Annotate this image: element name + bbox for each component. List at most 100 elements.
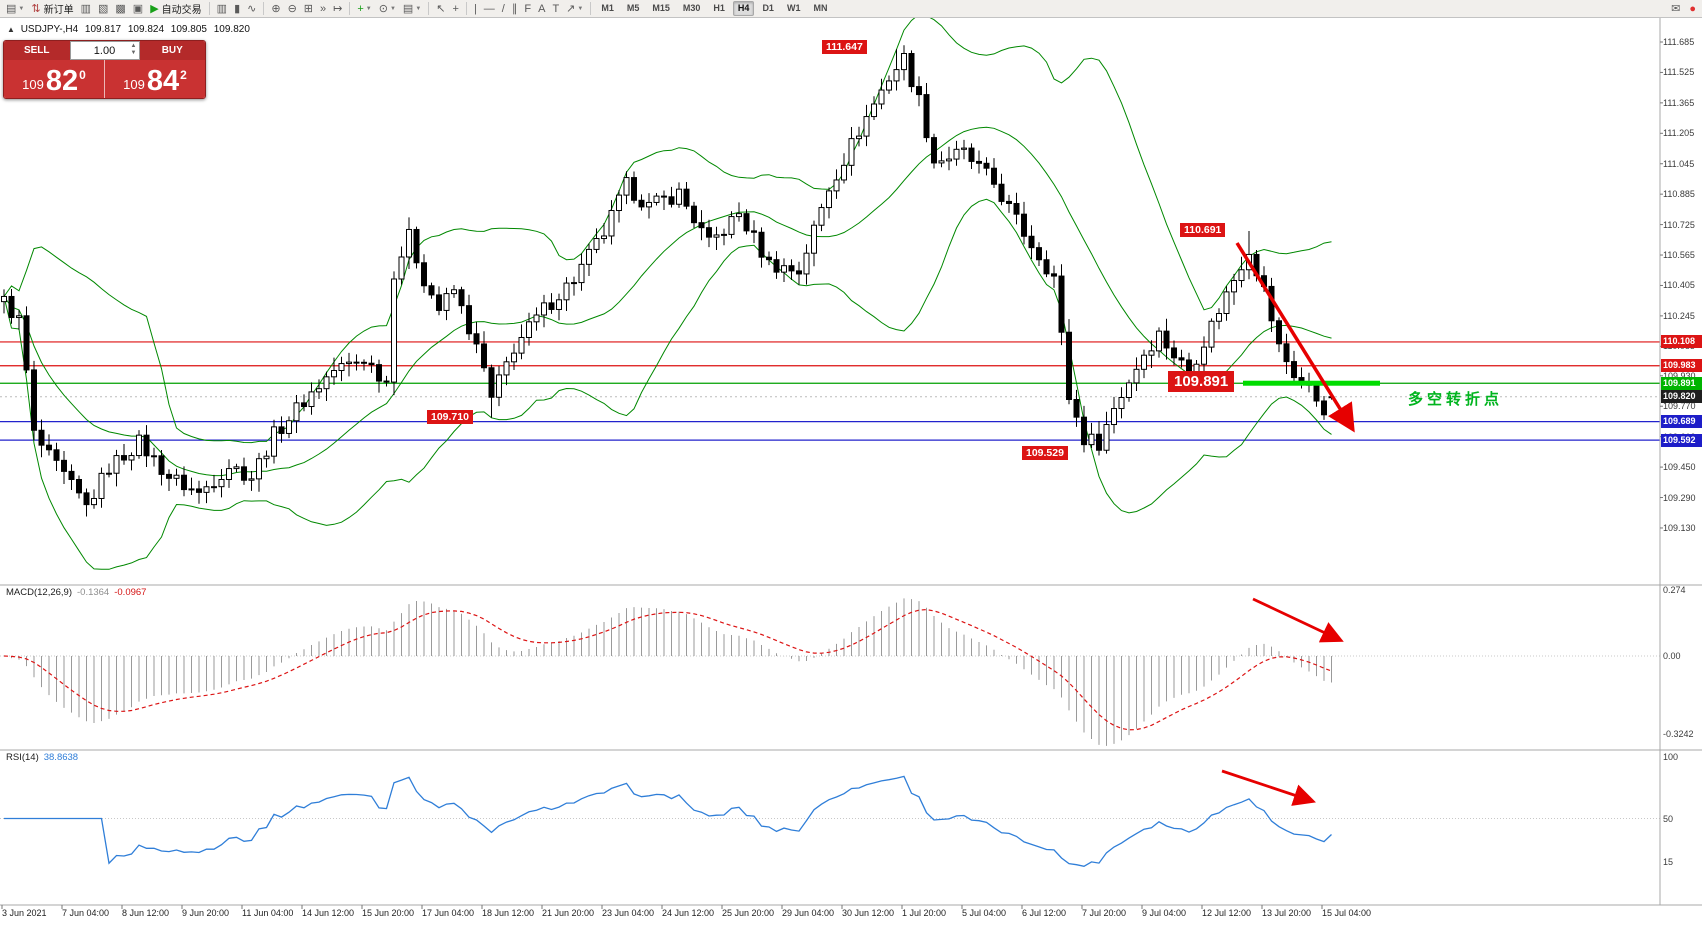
chevron-down-icon: ▼ — [389, 5, 396, 12]
bar-chart-icon[interactable]: ▥ — [214, 1, 230, 17]
bollinger-lower — [3, 198, 1332, 570]
fibonacci-icon: F — [524, 2, 532, 15]
timeframe-h4[interactable]: H4 — [732, 1, 755, 16]
panel-splitter[interactable] — [0, 583, 1702, 588]
alerts-icon[interactable]: ● — [1686, 1, 1699, 17]
channel-icon[interactable]: ∥ — [509, 1, 521, 17]
chevron-down-icon: ▼ — [18, 5, 25, 12]
auto-scroll-icon[interactable]: » — [317, 1, 329, 17]
price-axis[interactable] — [1660, 18, 1702, 905]
autotrading-button: ▶ — [150, 2, 159, 15]
time-axis[interactable] — [0, 905, 1660, 925]
alerts-icon: ● — [1689, 2, 1696, 15]
timeframe-w1[interactable]: W1 — [786, 3, 801, 13]
volume-input[interactable]: 1.00 ▲ ▼ — [69, 41, 140, 60]
timeframe-m5[interactable]: M5 — [626, 3, 640, 13]
cursor-icon[interactable]: ↖ — [433, 1, 448, 17]
data-window-icon: ▧ — [97, 2, 109, 15]
line-chart-icon[interactable]: ∿ — [244, 1, 259, 17]
arrows-tool-icon[interactable]: ↗ ▼ — [563, 1, 586, 17]
templates-icon[interactable]: ▤ ▼ — [400, 1, 424, 17]
main-down-arrow[interactable] — [1235, 242, 1355, 433]
volume-spinner[interactable]: ▲ ▼ — [130, 43, 137, 56]
timeframe-m1[interactable]: M1 — [601, 3, 614, 13]
channel-icon: ∥ — [511, 2, 518, 15]
candlestick-chart-icon: ▮ — [234, 2, 241, 15]
bar-chart-icon: ▥ — [216, 2, 228, 15]
periods-icon[interactable]: ⊙ ▼ — [376, 1, 399, 17]
zoom-in-icon[interactable]: ⊕ — [268, 1, 283, 17]
text-icon: A — [538, 2, 546, 15]
line-chart-icon: ∿ — [247, 2, 257, 15]
toolbar-separator — [590, 2, 592, 15]
market-watch-icon[interactable]: ▥ — [78, 1, 94, 17]
periods-icon: ⊙ — [378, 2, 388, 15]
buy-button[interactable]: BUY — [139, 41, 205, 60]
fibonacci-icon[interactable]: F — [521, 1, 534, 17]
macd-down-arrow[interactable] — [1252, 597, 1344, 643]
chart-shift-icon[interactable]: ↦ — [330, 1, 345, 17]
timeframe-m15[interactable]: M15 — [652, 3, 670, 13]
label-icon: T — [552, 2, 560, 15]
horizontal-line-icon: — — [483, 2, 495, 15]
toolbar-separator — [263, 2, 265, 15]
one-click-trading-panel[interactable]: SELL 1.00 ▲ ▼ BUY 109 82 0 109 84 2 — [3, 40, 206, 99]
trendline-icon[interactable]: / — [499, 1, 508, 17]
macd-signal-line — [3, 608, 1332, 731]
candles — [1, 45, 1335, 517]
arrows-tool-icon: ↗ — [566, 2, 576, 15]
text-icon[interactable]: A — [535, 1, 548, 17]
timeframe-h1[interactable]: H1 — [713, 3, 725, 13]
sell-button[interactable]: SELL — [4, 41, 70, 60]
toolbar-separator — [208, 2, 210, 15]
chevron-down-icon: ▼ — [415, 5, 422, 12]
turning-point-segment[interactable] — [1243, 380, 1380, 386]
chevron-down-icon: ▼ — [577, 5, 584, 12]
panel-splitter[interactable] — [0, 748, 1702, 753]
rsi-down-arrow[interactable] — [1221, 769, 1316, 806]
templates-icon: ▤ — [402, 2, 414, 15]
chart-window-icon: ▤ — [6, 2, 17, 15]
navigator-icon[interactable]: ▩ — [112, 1, 128, 17]
bid-price-button[interactable]: 109 82 0 — [4, 60, 105, 98]
terminal-icon[interactable]: ▣ — [130, 1, 146, 17]
macd-histogram — [11, 598, 1332, 746]
zoom-in-icon: ⊕ — [271, 2, 281, 15]
autotrading-button[interactable]: ▶ 自动交易 — [147, 1, 204, 17]
crosshair-icon: + — [452, 2, 459, 15]
toolbar-separator — [465, 2, 467, 15]
rsi-line — [4, 775, 1332, 867]
market-watch-icon: ▥ — [80, 2, 91, 15]
bollinger-upper — [3, 13, 1332, 444]
toolbar: ▤ ▼ ⇅ 新订单 ▥ ▧ ▩ ▣ ▶ 自动交易 ▥ ▮ ∿ ⊕ ⊖ ⊞» ↦ + ▼ ⊙ ▼ ▤ ▼ ↖ + | — / ∥ F A T ↗ ▼… — [0, 0, 1702, 18]
navigator-icon: ▩ — [115, 2, 126, 15]
timeframe-m30[interactable]: M30 — [682, 3, 701, 13]
volume-value: 1.00 — [93, 44, 116, 57]
mail-icon[interactable]: ✉ — [1668, 1, 1683, 17]
chart-window-icon[interactable]: ▤ ▼ — [3, 1, 27, 17]
tile-windows-icon[interactable]: ⊞ — [301, 1, 316, 17]
chart-shift-icon: ↦ — [333, 2, 343, 15]
tile-windows-icon: ⊞ — [303, 2, 314, 15]
toolbar-separator — [349, 2, 351, 15]
new-order-button[interactable]: ⇅ 新订单 — [28, 1, 76, 17]
bollinger-middle — [3, 126, 1332, 477]
vertical-line-icon[interactable]: | — [471, 1, 480, 17]
autotrading-button-label: 自动交易 — [161, 5, 202, 16]
label-icon[interactable]: T — [549, 1, 562, 17]
indicators-add-icon[interactable]: + ▼ — [354, 1, 374, 17]
timeframe-d1[interactable]: D1 — [762, 3, 774, 13]
trendline-icon: / — [501, 2, 505, 15]
crosshair-icon[interactable]: + — [450, 1, 462, 17]
ask-price-button[interactable]: 109 84 2 — [123, 65, 187, 97]
new-order-button: ⇅ — [31, 2, 41, 15]
data-window-icon[interactable]: ▧ — [95, 1, 111, 17]
cursor-icon: ↖ — [436, 2, 446, 15]
horizontal-line-icon[interactable]: — — [481, 1, 498, 17]
candlestick-chart-icon[interactable]: ▮ — [231, 1, 243, 17]
timeframe-mn[interactable]: MN — [813, 3, 828, 13]
mail-icon: ✉ — [1671, 2, 1681, 15]
auto-scroll-icon: » — [320, 2, 327, 15]
zoom-out-icon[interactable]: ⊖ — [285, 1, 300, 17]
